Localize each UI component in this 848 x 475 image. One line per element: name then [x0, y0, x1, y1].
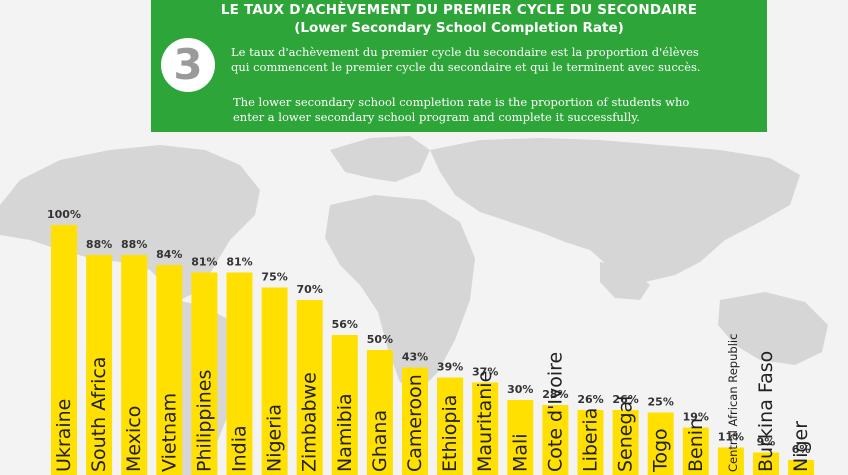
value-label-niger: 6% — [792, 443, 811, 456]
value-label-senegal: 26% — [612, 393, 638, 406]
value-label-cote-d-ivoire: 28% — [542, 388, 568, 401]
value-label-togo: 25% — [648, 396, 674, 409]
bar-niger — [788, 460, 815, 475]
bar-india — [226, 272, 253, 475]
description-french-line2: qui commencent le premier cycle du secon… — [231, 60, 701, 74]
bar-nigeria — [261, 287, 288, 475]
value-label-namibia: 56% — [332, 318, 358, 331]
value-label-burkina-faso: 9% — [757, 436, 776, 449]
bar-mexico — [121, 255, 148, 475]
category-label-central-african-republic: Central African Republic — [726, 334, 740, 472]
bar-burkina-faso — [753, 452, 779, 475]
category-label-liberia: Liberia — [580, 408, 602, 472]
category-label-ghana: Ghana — [369, 410, 391, 472]
value-label-vietnam: 84% — [156, 248, 182, 261]
category-label-cameroon: Cameroon — [404, 374, 426, 472]
value-label-mexico: 88% — [121, 238, 147, 251]
bar-mali — [507, 400, 534, 475]
bar-ukraine — [51, 225, 77, 475]
category-label-cote-d-ivoire: Cote d'Ivoire — [544, 352, 566, 472]
category-label-ethiopia: Ethiopia — [439, 395, 461, 472]
bar-zimbabwe — [296, 300, 323, 475]
value-label-ukraine: 100% — [47, 208, 81, 221]
category-label-south-africa: South Africa — [88, 357, 110, 472]
value-label-central-african-republic: 11% — [718, 431, 744, 444]
category-label-benin: Benin — [685, 418, 707, 472]
category-label-senegal: Senegal — [615, 396, 637, 472]
description-french-line1: Le taux d'achèvement du premier cycle du… — [231, 45, 699, 59]
category-label-burkina-faso: Burkina Faso — [755, 351, 777, 472]
description-english-line2: enter a lower secondary school program a… — [233, 110, 640, 124]
value-label-zimbabwe: 70% — [297, 283, 323, 296]
value-label-benin: 19% — [683, 411, 709, 424]
bar-central-african-republic — [717, 447, 744, 475]
title-english: (Lower Secondary School Completion Rate) — [294, 20, 624, 36]
description-french: Le taux d'achèvement du premier cycle du… — [231, 45, 761, 75]
number-badge: 3 — [161, 38, 215, 92]
category-label-mali: Mali — [509, 433, 531, 472]
bar-cameroon — [402, 367, 428, 475]
bar-vietnam — [156, 265, 183, 475]
title-french: LE TAUX D'ACHÈVEMENT DU PREMIER CYCLE DU… — [220, 2, 698, 18]
value-label-philippines: 81% — [191, 256, 217, 269]
category-label-namibia: Namibia — [334, 393, 356, 472]
bar-south-africa — [86, 255, 113, 475]
bar-cote-d-ivoire — [542, 405, 569, 475]
bar-philippines — [191, 272, 218, 475]
bar-benin — [682, 427, 709, 475]
bar-ethiopia — [437, 377, 464, 475]
category-label-togo: Togo — [650, 428, 672, 473]
description-english-line1: The lower secondary school completion ra… — [233, 95, 690, 109]
value-label-mauritanie: 37% — [472, 366, 498, 379]
category-label-india: India — [229, 425, 251, 472]
category-label-zimbabwe: Zimbabwe — [299, 372, 321, 472]
value-label-cameroon: 43% — [402, 351, 428, 364]
value-label-ethiopia: 39% — [437, 361, 463, 374]
category-label-philippines: Philippines — [193, 370, 215, 472]
category-label-ukraine: Ukraine — [53, 399, 75, 472]
bar-togo — [647, 412, 674, 475]
category-label-mauritanie: Mauritanie — [474, 371, 496, 472]
value-label-mali: 30% — [507, 383, 533, 396]
number-badge-label: 3 — [173, 40, 203, 89]
value-label-south-africa: 88% — [86, 238, 112, 251]
bar-senegal — [612, 410, 639, 475]
bar-liberia — [577, 410, 604, 475]
category-label-nigeria: Nigeria — [264, 404, 286, 472]
bar-mauritanie — [472, 382, 499, 475]
description-english: The lower secondary school completion ra… — [233, 95, 763, 125]
value-label-india: 81% — [226, 256, 252, 269]
bar-ghana — [366, 350, 393, 475]
info-panel: LE TAUX D'ACHÈVEMENT DU PREMIER CYCLE DU… — [151, 0, 767, 132]
category-label-niger: Niger — [790, 421, 812, 472]
bar-namibia — [331, 335, 358, 475]
value-label-ghana: 50% — [367, 333, 393, 346]
category-label-vietnam: Vietnam — [158, 393, 180, 472]
category-label-mexico: Mexico — [123, 406, 145, 472]
value-label-liberia: 26% — [577, 393, 603, 406]
value-label-nigeria: 75% — [261, 271, 287, 284]
